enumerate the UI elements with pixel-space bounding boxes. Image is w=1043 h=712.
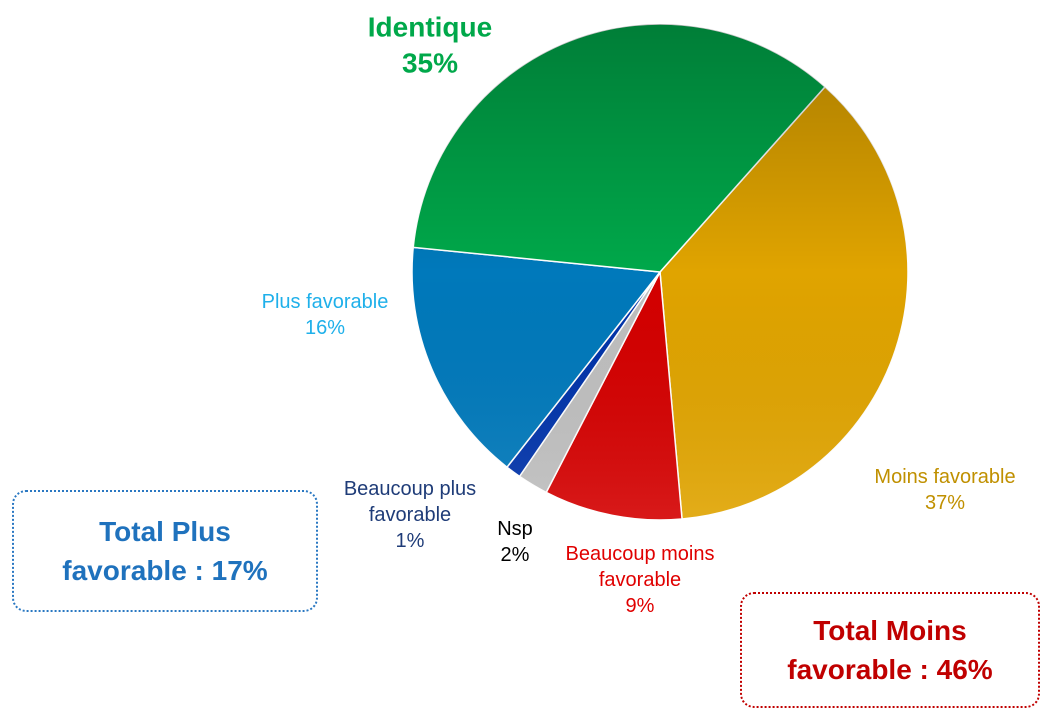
label-name: Moins favorable — [874, 466, 1016, 488]
total-moins-box: Total Moins favorable : 46% — [740, 592, 1040, 708]
slice-label: Plus favorable 16% — [225, 289, 425, 341]
label-name: Beaucoup moins favorable — [565, 543, 715, 591]
slice-label: Beaucoup moins favorable 9% — [560, 541, 720, 619]
label-name: Identique — [367, 11, 493, 43]
label-value: 9% — [625, 595, 655, 617]
label-value: 35% — [401, 48, 459, 79]
annotation: Total Moins favorable : 46% — [787, 614, 993, 685]
slice-label: Beaucoup plus favorable 1% — [325, 476, 495, 554]
slice-label: Nsp 2% — [485, 516, 545, 568]
label-name: Nsp — [497, 518, 533, 540]
label-name: Plus favorable — [261, 291, 389, 313]
total-plus-box: Total Plus favorable : 17% — [12, 490, 318, 612]
label-value: 16% — [304, 317, 346, 339]
label-value: 37% — [924, 492, 966, 514]
annotation: Total Plus favorable : 17% — [62, 515, 268, 586]
label-name: Beaucoup plus favorable — [343, 478, 477, 526]
label-value: 1% — [395, 530, 425, 552]
slice-label: Moins favorable 37% — [835, 464, 1043, 516]
label-value: 2% — [500, 544, 530, 566]
slice-label: Identique 35% — [330, 10, 530, 83]
